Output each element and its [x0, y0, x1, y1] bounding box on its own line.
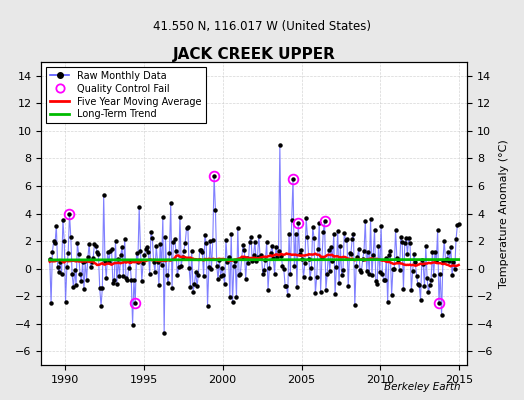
Y-axis label: Temperature Anomaly (°C): Temperature Anomaly (°C) [499, 139, 509, 288]
Text: 41.550 N, 116.017 W (United States): 41.550 N, 116.017 W (United States) [153, 20, 371, 33]
Legend: Raw Monthly Data, Quality Control Fail, Five Year Moving Average, Long-Term Tren: Raw Monthly Data, Quality Control Fail, … [46, 67, 205, 123]
Text: Berkeley Earth: Berkeley Earth [385, 382, 461, 392]
Title: JACK CREEK UPPER: JACK CREEK UPPER [173, 47, 336, 62]
